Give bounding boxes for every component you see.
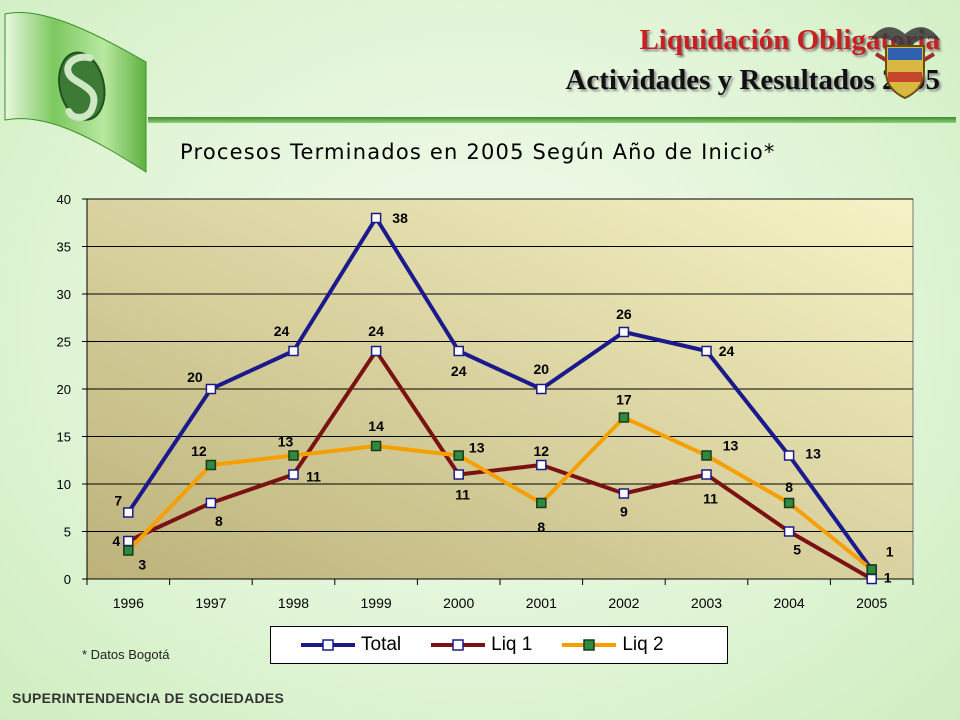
data-point-marker bbox=[783, 497, 795, 509]
data-label: 13 bbox=[723, 438, 739, 454]
legend-label-liq1: Liq 1 bbox=[491, 634, 533, 655]
data-label: 11 bbox=[703, 491, 718, 507]
data-point-marker bbox=[783, 450, 795, 461]
data-point-marker bbox=[288, 469, 299, 480]
data-label: 14 bbox=[368, 418, 384, 434]
chart-legend: Total Liq 1 Liq 2 bbox=[270, 626, 728, 664]
data-label: 11 bbox=[455, 487, 470, 503]
data-point-marker bbox=[123, 507, 134, 518]
legend-label-total: Total bbox=[361, 634, 402, 655]
y-tick-label: 15 bbox=[57, 430, 71, 445]
data-label: 13 bbox=[805, 446, 821, 462]
data-label: 4 bbox=[112, 533, 120, 549]
data-point-marker bbox=[453, 469, 464, 480]
data-point-marker bbox=[453, 450, 464, 461]
data-label: 24 bbox=[451, 363, 467, 379]
x-tick-label: 1999 bbox=[361, 595, 392, 611]
y-tick-label: 30 bbox=[57, 287, 71, 302]
data-label: 5 bbox=[793, 542, 801, 558]
series-line-total bbox=[126, 216, 874, 571]
data-point-marker bbox=[288, 450, 299, 461]
data-point-marker bbox=[866, 573, 877, 585]
data-label: 8 bbox=[215, 513, 223, 529]
data-point-marker bbox=[123, 545, 134, 556]
data-point-marker bbox=[701, 469, 712, 480]
data-point-marker bbox=[205, 459, 217, 471]
x-tick-label: 2002 bbox=[608, 595, 639, 611]
data-label: 20 bbox=[534, 361, 550, 377]
data-point-marker bbox=[618, 412, 630, 423]
data-point-marker bbox=[783, 526, 795, 537]
x-tick-label: 1997 bbox=[195, 595, 226, 611]
superintendencia-logo-icon bbox=[58, 51, 106, 121]
data-point-marker bbox=[453, 345, 464, 357]
x-tick-label: 2001 bbox=[526, 595, 557, 611]
data-label: 12 bbox=[534, 443, 550, 459]
data-label: 13 bbox=[469, 440, 485, 456]
x-tick-label: 2004 bbox=[774, 595, 805, 611]
data-point-marker bbox=[866, 564, 877, 575]
data-label: 1 bbox=[886, 544, 894, 560]
y-tick-label: 20 bbox=[57, 382, 71, 397]
header-divider bbox=[148, 117, 956, 123]
y-tick-label: 40 bbox=[57, 192, 71, 207]
data-point-marker bbox=[288, 345, 299, 357]
y-tick-label: 25 bbox=[57, 335, 71, 350]
data-label: 12 bbox=[191, 443, 207, 459]
data-label: 1 bbox=[884, 570, 892, 586]
data-label: 20 bbox=[187, 369, 203, 385]
data-point-marker bbox=[536, 383, 547, 395]
y-tick-label: 10 bbox=[57, 477, 71, 492]
data-label: 13 bbox=[278, 434, 294, 450]
legend-line-liq2-icon bbox=[562, 639, 617, 651]
data-label: 17 bbox=[616, 392, 632, 408]
x-tick-label: 1998 bbox=[278, 595, 309, 611]
legend-line-liq1-icon bbox=[431, 639, 486, 651]
data-label: 3 bbox=[138, 557, 146, 573]
y-tick-label: 5 bbox=[64, 525, 71, 540]
flag-banner-logo bbox=[4, 11, 147, 173]
data-point-marker bbox=[701, 450, 712, 461]
data-label: 7 bbox=[114, 493, 122, 509]
data-label: 26 bbox=[616, 306, 632, 322]
data-point-marker bbox=[618, 488, 630, 499]
footnote: * Datos Bogotá bbox=[82, 647, 170, 662]
legend-item-total: Total bbox=[301, 634, 401, 656]
data-label: 24 bbox=[719, 343, 735, 359]
x-tick-label: 1996 bbox=[113, 595, 144, 611]
coat-of-arms-icon bbox=[870, 27, 940, 100]
data-point-marker bbox=[701, 345, 712, 357]
data-point-marker bbox=[618, 326, 630, 338]
data-label: 9 bbox=[620, 504, 628, 520]
data-point-marker bbox=[123, 535, 134, 547]
data-label: 8 bbox=[785, 479, 793, 495]
chart-title: Procesos Terminados en 2005 Según Año de… bbox=[180, 140, 776, 164]
data-label: 38 bbox=[392, 210, 408, 226]
data-point-marker bbox=[536, 497, 547, 509]
x-tick-label: 2005 bbox=[856, 595, 887, 611]
data-label: 8 bbox=[537, 519, 545, 535]
data-point-marker bbox=[370, 440, 382, 452]
slide-subtitle: Actividades y Resultados 2005 bbox=[565, 64, 940, 96]
data-point-marker bbox=[370, 212, 382, 224]
legend-label-liq2: Liq 2 bbox=[622, 634, 664, 655]
x-tick-label: 2003 bbox=[691, 595, 722, 611]
y-tick-label: 0 bbox=[64, 572, 71, 587]
data-point-marker bbox=[205, 497, 217, 509]
data-label: 24 bbox=[368, 323, 384, 339]
x-tick-label: 2000 bbox=[443, 595, 474, 611]
series-line-liq1 bbox=[127, 349, 873, 581]
y-tick-label: 35 bbox=[57, 240, 71, 255]
data-point-marker bbox=[370, 345, 382, 357]
data-point-marker bbox=[205, 383, 217, 395]
data-point-marker bbox=[536, 459, 547, 471]
data-label: 24 bbox=[274, 323, 290, 339]
footer-organization: SUPERINTENDENCIA DE SOCIEDADES bbox=[12, 690, 285, 706]
legend-item-liq1: Liq 1 bbox=[431, 634, 532, 656]
legend-line-total-icon bbox=[301, 639, 355, 651]
legend-item-liq2: Liq 2 bbox=[562, 634, 664, 656]
series-line-liq2 bbox=[126, 415, 873, 572]
data-label: 11 bbox=[306, 469, 321, 485]
